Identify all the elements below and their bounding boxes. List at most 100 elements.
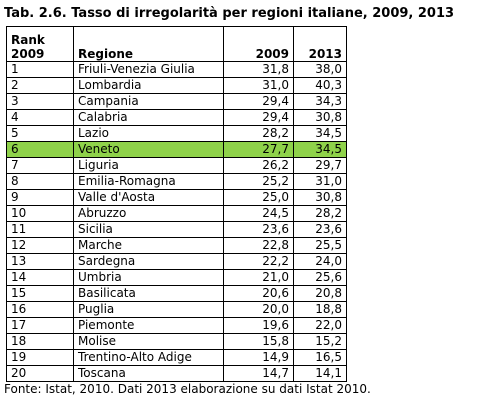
cell-region: Lombardia — [73, 77, 224, 94]
table-row: 5 Lazio 28,2 34,5 — [6, 125, 347, 142]
cell-2013: 20,8 — [293, 285, 347, 302]
cell-2009: 31,0 — [223, 77, 294, 94]
cell-2009: 14,9 — [223, 349, 294, 366]
cell-2009: 29,4 — [223, 93, 294, 110]
cell-2009: 15,8 — [223, 333, 294, 350]
cell-rank: 14 — [6, 269, 74, 286]
table-row: 8 Emilia-Romagna 25,2 31,0 — [6, 173, 347, 190]
cell-region: Marche — [73, 237, 224, 254]
cell-2009: 25,0 — [223, 189, 294, 206]
cell-2009: 19,6 — [223, 317, 294, 334]
cell-rank: 19 — [6, 349, 74, 366]
cell-rank: 17 — [6, 317, 74, 334]
cell-2013: 16,5 — [293, 349, 347, 366]
cell-region: Basilicata — [73, 285, 224, 302]
cell-rank: 5 — [6, 125, 74, 142]
cell-2013: 18,8 — [293, 301, 347, 318]
cell-rank: 13 — [6, 253, 74, 270]
table-header-row: Rank 2009 Regione 2009 2013 — [6, 26, 347, 62]
cell-2009: 21,0 — [223, 269, 294, 286]
cell-2013: 40,3 — [293, 77, 347, 94]
cell-2013: 34,5 — [293, 125, 347, 142]
cell-rank: 20 — [6, 365, 74, 382]
irregularity-table: Rank 2009 Regione 2009 2013 1 Friuli-Vene… — [6, 26, 347, 382]
cell-2009: 26,2 — [223, 157, 294, 174]
header-2013: 2013 — [293, 26, 347, 62]
cell-2009: 28,2 — [223, 125, 294, 142]
cell-2013: 22,0 — [293, 317, 347, 334]
cell-2013: 25,6 — [293, 269, 347, 286]
cell-2009: 31,8 — [223, 61, 294, 78]
cell-2013: 14,1 — [293, 365, 347, 382]
cell-rank: 2 — [6, 77, 74, 94]
cell-rank: 7 — [6, 157, 74, 174]
cell-rank: 15 — [6, 285, 74, 302]
cell-2013: 28,2 — [293, 205, 347, 222]
cell-rank: 9 — [6, 189, 74, 206]
cell-rank: 3 — [6, 93, 74, 110]
cell-2013: 38,0 — [293, 61, 347, 78]
cell-2013: 23,6 — [293, 221, 347, 238]
cell-2013: 25,5 — [293, 237, 347, 254]
cell-2013: 34,3 — [293, 93, 347, 110]
cell-region: Valle d'Aosta — [73, 189, 224, 206]
header-region: Regione — [73, 26, 224, 62]
table-row: 10 Abruzzo 24,5 28,2 — [6, 205, 347, 222]
cell-rank: 18 — [6, 333, 74, 350]
cell-2009: 22,8 — [223, 237, 294, 254]
table-row: 14 Umbria 21,0 25,6 — [6, 269, 347, 286]
cell-region: Veneto — [73, 141, 224, 158]
cell-rank: 1 — [6, 61, 74, 78]
cell-rank: 12 — [6, 237, 74, 254]
cell-2013: 31,0 — [293, 173, 347, 190]
cell-rank: 4 — [6, 109, 74, 126]
cell-region: Umbria — [73, 269, 224, 286]
cell-2009: 27,7 — [223, 141, 294, 158]
cell-2009: 24,5 — [223, 205, 294, 222]
cell-2013: 24,0 — [293, 253, 347, 270]
cell-2009: 25,2 — [223, 173, 294, 190]
cell-2013: 30,8 — [293, 109, 347, 126]
cell-region: Sicilia — [73, 221, 224, 238]
table-row: 9 Valle d'Aosta 25,0 30,8 — [6, 189, 347, 206]
cell-region: Toscana — [73, 365, 224, 382]
table-row: 13 Sardegna 22,2 24,0 — [6, 253, 347, 270]
cell-region: Molise — [73, 333, 224, 350]
table-row: 12 Marche 22,8 25,5 — [6, 237, 347, 254]
cell-2009: 14,7 — [223, 365, 294, 382]
cell-2009: 20,6 — [223, 285, 294, 302]
table-row: 11 Sicilia 23,6 23,6 — [6, 221, 347, 238]
cell-region: Emilia-Romagna — [73, 173, 224, 190]
table-row: 4 Calabria 29,4 30,8 — [6, 109, 347, 126]
table-row: 15 Basilicata 20,6 20,8 — [6, 285, 347, 302]
cell-region: Campania — [73, 93, 224, 110]
header-rank: Rank 2009 — [6, 26, 74, 62]
table-row: 16 Puglia 20,0 18,8 — [6, 301, 347, 318]
cell-region: Trentino-Alto Adige — [73, 349, 224, 366]
table-row: 7 Liguria 26,2 29,7 — [6, 157, 347, 174]
cell-2009: 23,6 — [223, 221, 294, 238]
header-2009: 2009 — [223, 26, 294, 62]
table-row: 20 Toscana 14,7 14,1 — [6, 365, 347, 382]
cell-rank: 6 — [6, 141, 74, 158]
cell-region: Lazio — [73, 125, 224, 142]
cell-region: Puglia — [73, 301, 224, 318]
cell-region: Abruzzo — [73, 205, 224, 222]
cell-2009: 22,2 — [223, 253, 294, 270]
cell-rank: 11 — [6, 221, 74, 238]
cell-2013: 30,8 — [293, 189, 347, 206]
table-row: 17 Piemonte 19,6 22,0 — [6, 317, 347, 334]
table-row: 6 Veneto 27,7 34,5 — [6, 141, 347, 158]
table-row: 19 Trentino-Alto Adige 14,9 16,5 — [6, 349, 347, 366]
cell-rank: 8 — [6, 173, 74, 190]
header-rank-line2: 2009 — [11, 47, 45, 61]
source-note: Fonte: Istat, 2010. Dati 2013 elaborazio… — [4, 382, 371, 396]
cell-2009: 20,0 — [223, 301, 294, 318]
cell-region: Friuli-Venezia Giulia — [73, 61, 224, 78]
cell-region: Piemonte — [73, 317, 224, 334]
table-row: 2 Lombardia 31,0 40,3 — [6, 77, 347, 94]
table-row: 3 Campania 29,4 34,3 — [6, 93, 347, 110]
table-row: 1 Friuli-Venezia Giulia 31,8 38,0 — [6, 61, 347, 78]
cell-region: Calabria — [73, 109, 224, 126]
table-title: Tab. 2.6. Tasso di irregolarità per regi… — [4, 6, 455, 21]
